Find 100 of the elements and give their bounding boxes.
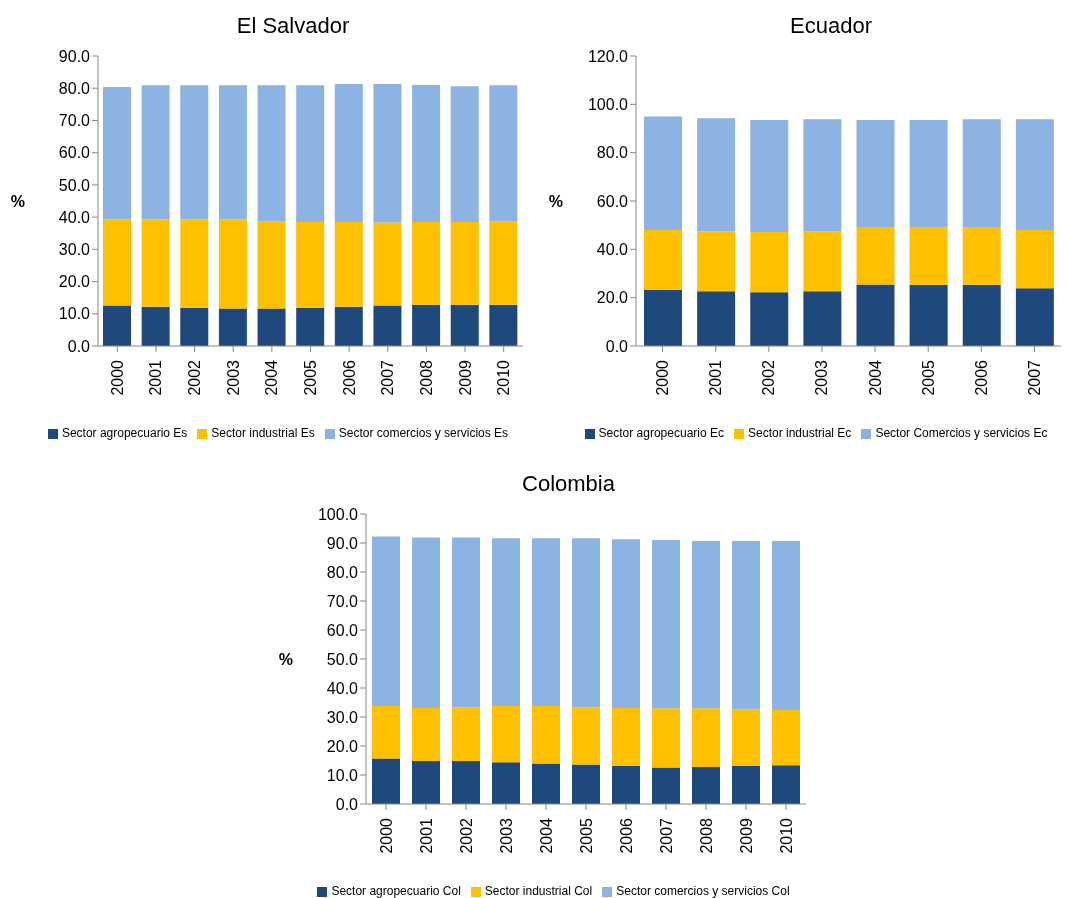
x-tick-label: 2010 <box>495 359 513 396</box>
bar <box>612 539 640 709</box>
x-tick-label: 2001 <box>417 817 435 854</box>
y-tick-label: 70.0 <box>58 112 91 130</box>
y-tick-label: 60.0 <box>596 192 629 210</box>
bar <box>856 227 895 285</box>
bar <box>532 763 560 804</box>
bar <box>572 764 600 804</box>
bar <box>450 221 479 305</box>
y-axis-title: % <box>278 650 293 668</box>
y-tick-label: 100.0 <box>587 96 629 114</box>
bar <box>803 291 842 346</box>
y-tick-label: 20.0 <box>326 737 359 755</box>
y-tick-label: 30.0 <box>326 708 359 726</box>
y-tick-label: 80.0 <box>58 79 91 97</box>
chart-title: Ecuador <box>789 12 873 40</box>
x-tick-label: 2005 <box>919 359 937 396</box>
y-tick-label: 0.0 <box>335 795 359 813</box>
bar <box>141 85 170 220</box>
bar <box>492 538 520 706</box>
bar <box>732 540 760 710</box>
bar <box>750 292 789 346</box>
bar <box>141 306 170 346</box>
bar <box>412 221 441 305</box>
bar <box>652 708 680 768</box>
bar <box>103 219 131 306</box>
y-tick-label: 20.0 <box>58 273 91 291</box>
bar <box>450 304 479 346</box>
bar <box>412 537 440 709</box>
bar <box>141 219 170 307</box>
bar <box>492 705 520 763</box>
y-tick-label: 120.0 <box>587 47 629 65</box>
y-tick-label: 20.0 <box>596 289 629 307</box>
x-tick-label: 2003 <box>497 817 515 854</box>
legend-label: Sector Comercios y servicios Ec <box>875 426 1048 440</box>
bar <box>803 231 842 292</box>
bar <box>750 231 789 293</box>
y-tick-label: 10.0 <box>326 766 359 784</box>
x-tick-label: 2003 <box>224 359 242 396</box>
bar <box>692 708 720 767</box>
legend-label: Sector comercios y servicios Es <box>338 426 509 440</box>
bar <box>218 219 247 309</box>
bar <box>909 227 948 285</box>
bar <box>732 766 760 804</box>
bar <box>180 219 209 308</box>
bar <box>692 540 720 709</box>
y-tick-label: 60.0 <box>326 621 359 639</box>
bar <box>412 85 441 222</box>
y-tick-label: 50.0 <box>58 176 91 194</box>
x-tick-label: 2004 <box>537 817 555 854</box>
x-tick-label: 2009 <box>456 359 474 396</box>
y-tick-label: 70.0 <box>326 592 359 610</box>
bar <box>772 540 800 711</box>
bar <box>612 766 640 804</box>
bar <box>856 120 895 228</box>
bar <box>452 537 480 708</box>
y-tick-label: 60.0 <box>58 144 91 162</box>
y-tick-label: 80.0 <box>596 144 629 162</box>
bar <box>492 762 520 804</box>
bar <box>489 85 518 222</box>
x-tick-label: 2004 <box>263 359 281 396</box>
x-tick-label: 2002 <box>457 817 475 854</box>
bar <box>1015 230 1054 289</box>
bar <box>532 705 560 764</box>
bar <box>962 284 1001 346</box>
x-tick-label: 2005 <box>302 359 319 396</box>
bar <box>412 708 440 762</box>
y-axis-title: % <box>10 192 25 210</box>
bar <box>412 304 441 346</box>
legend-label: Sector agropecuario Ec <box>598 426 724 440</box>
y-tick-label: 0.0 <box>67 337 91 355</box>
bar <box>572 707 600 765</box>
y-tick-label: 90.0 <box>326 534 359 552</box>
y-tick-label: 40.0 <box>326 679 359 697</box>
y-axis-title: % <box>548 192 563 210</box>
legend-label: Sector industrial Ec <box>747 426 852 440</box>
x-tick-label: 2001 <box>707 359 725 396</box>
bar <box>772 710 800 766</box>
bar <box>218 308 247 346</box>
bar <box>373 305 402 346</box>
bar <box>962 119 1001 228</box>
bar <box>772 765 800 804</box>
bar <box>373 84 402 223</box>
bar <box>652 540 680 709</box>
bar <box>372 536 400 706</box>
bar <box>692 766 720 804</box>
bar <box>296 85 325 222</box>
y-tick-label: 100.0 <box>317 505 359 523</box>
x-tick-label: 2007 <box>379 359 397 396</box>
x-tick-label: 2004 <box>866 359 884 396</box>
bar <box>103 86 131 220</box>
x-tick-label: 2009 <box>737 817 755 854</box>
x-tick-label: 2008 <box>697 817 715 854</box>
bar <box>856 284 895 346</box>
bar <box>652 767 680 804</box>
y-tick-label: 40.0 <box>596 241 629 259</box>
bar <box>644 230 682 290</box>
x-tick-label: 2005 <box>577 817 595 854</box>
x-tick-label: 2006 <box>972 359 990 396</box>
x-tick-label: 2002 <box>760 359 778 396</box>
